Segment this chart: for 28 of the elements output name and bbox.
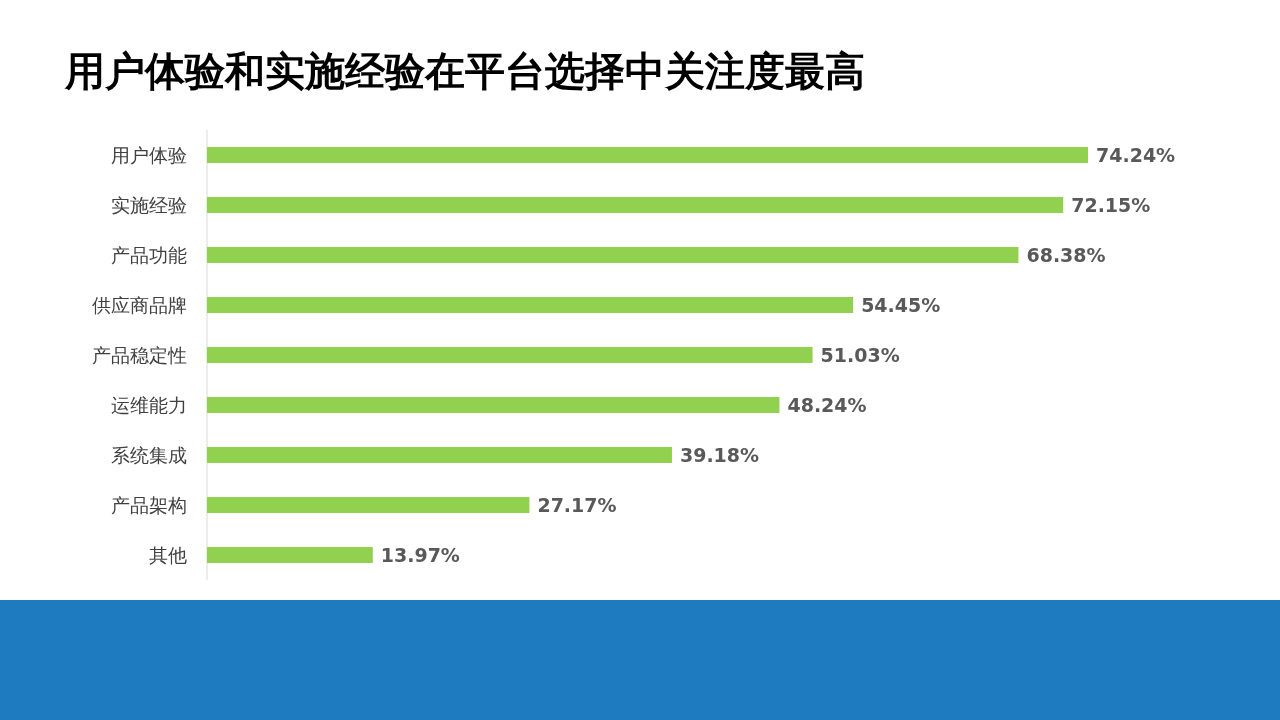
data-label: 13.97% [380, 544, 460, 566]
y-tick-label: 用户体验 [111, 144, 187, 166]
data-label: 48.24% [787, 394, 867, 416]
bar [207, 347, 813, 363]
data-label: 39.18% [679, 444, 760, 466]
data-label: 74.24% [1096, 144, 1176, 166]
y-tick-label: 运维能力 [111, 394, 187, 416]
bar [207, 197, 1064, 213]
data-label: 68.38% [1026, 244, 1106, 266]
bar [207, 447, 672, 463]
y-tick-label: 产品架构 [111, 494, 187, 516]
data-label: 54.45% [861, 294, 941, 316]
bar [207, 547, 373, 563]
y-tick-label: 实施经验 [111, 194, 187, 216]
y-tick-label: 产品功能 [111, 244, 187, 266]
bar [207, 247, 1019, 263]
bar [207, 147, 1088, 163]
y-tick-label: 系统集成 [111, 444, 187, 466]
chart-title: 用户体验和实施经验在平台选择中关注度最高 [64, 48, 865, 94]
y-tick-label: 产品稳定性 [92, 344, 187, 366]
data-label: 27.17% [537, 494, 617, 516]
data-label: 72.15% [1071, 194, 1151, 216]
bar [207, 397, 780, 413]
bar [207, 297, 854, 313]
data-label: 51.03% [820, 344, 900, 366]
y-tick-label: 其他 [149, 544, 187, 566]
bar [207, 497, 530, 513]
y-tick-label: 供应商品牌 [92, 294, 187, 316]
